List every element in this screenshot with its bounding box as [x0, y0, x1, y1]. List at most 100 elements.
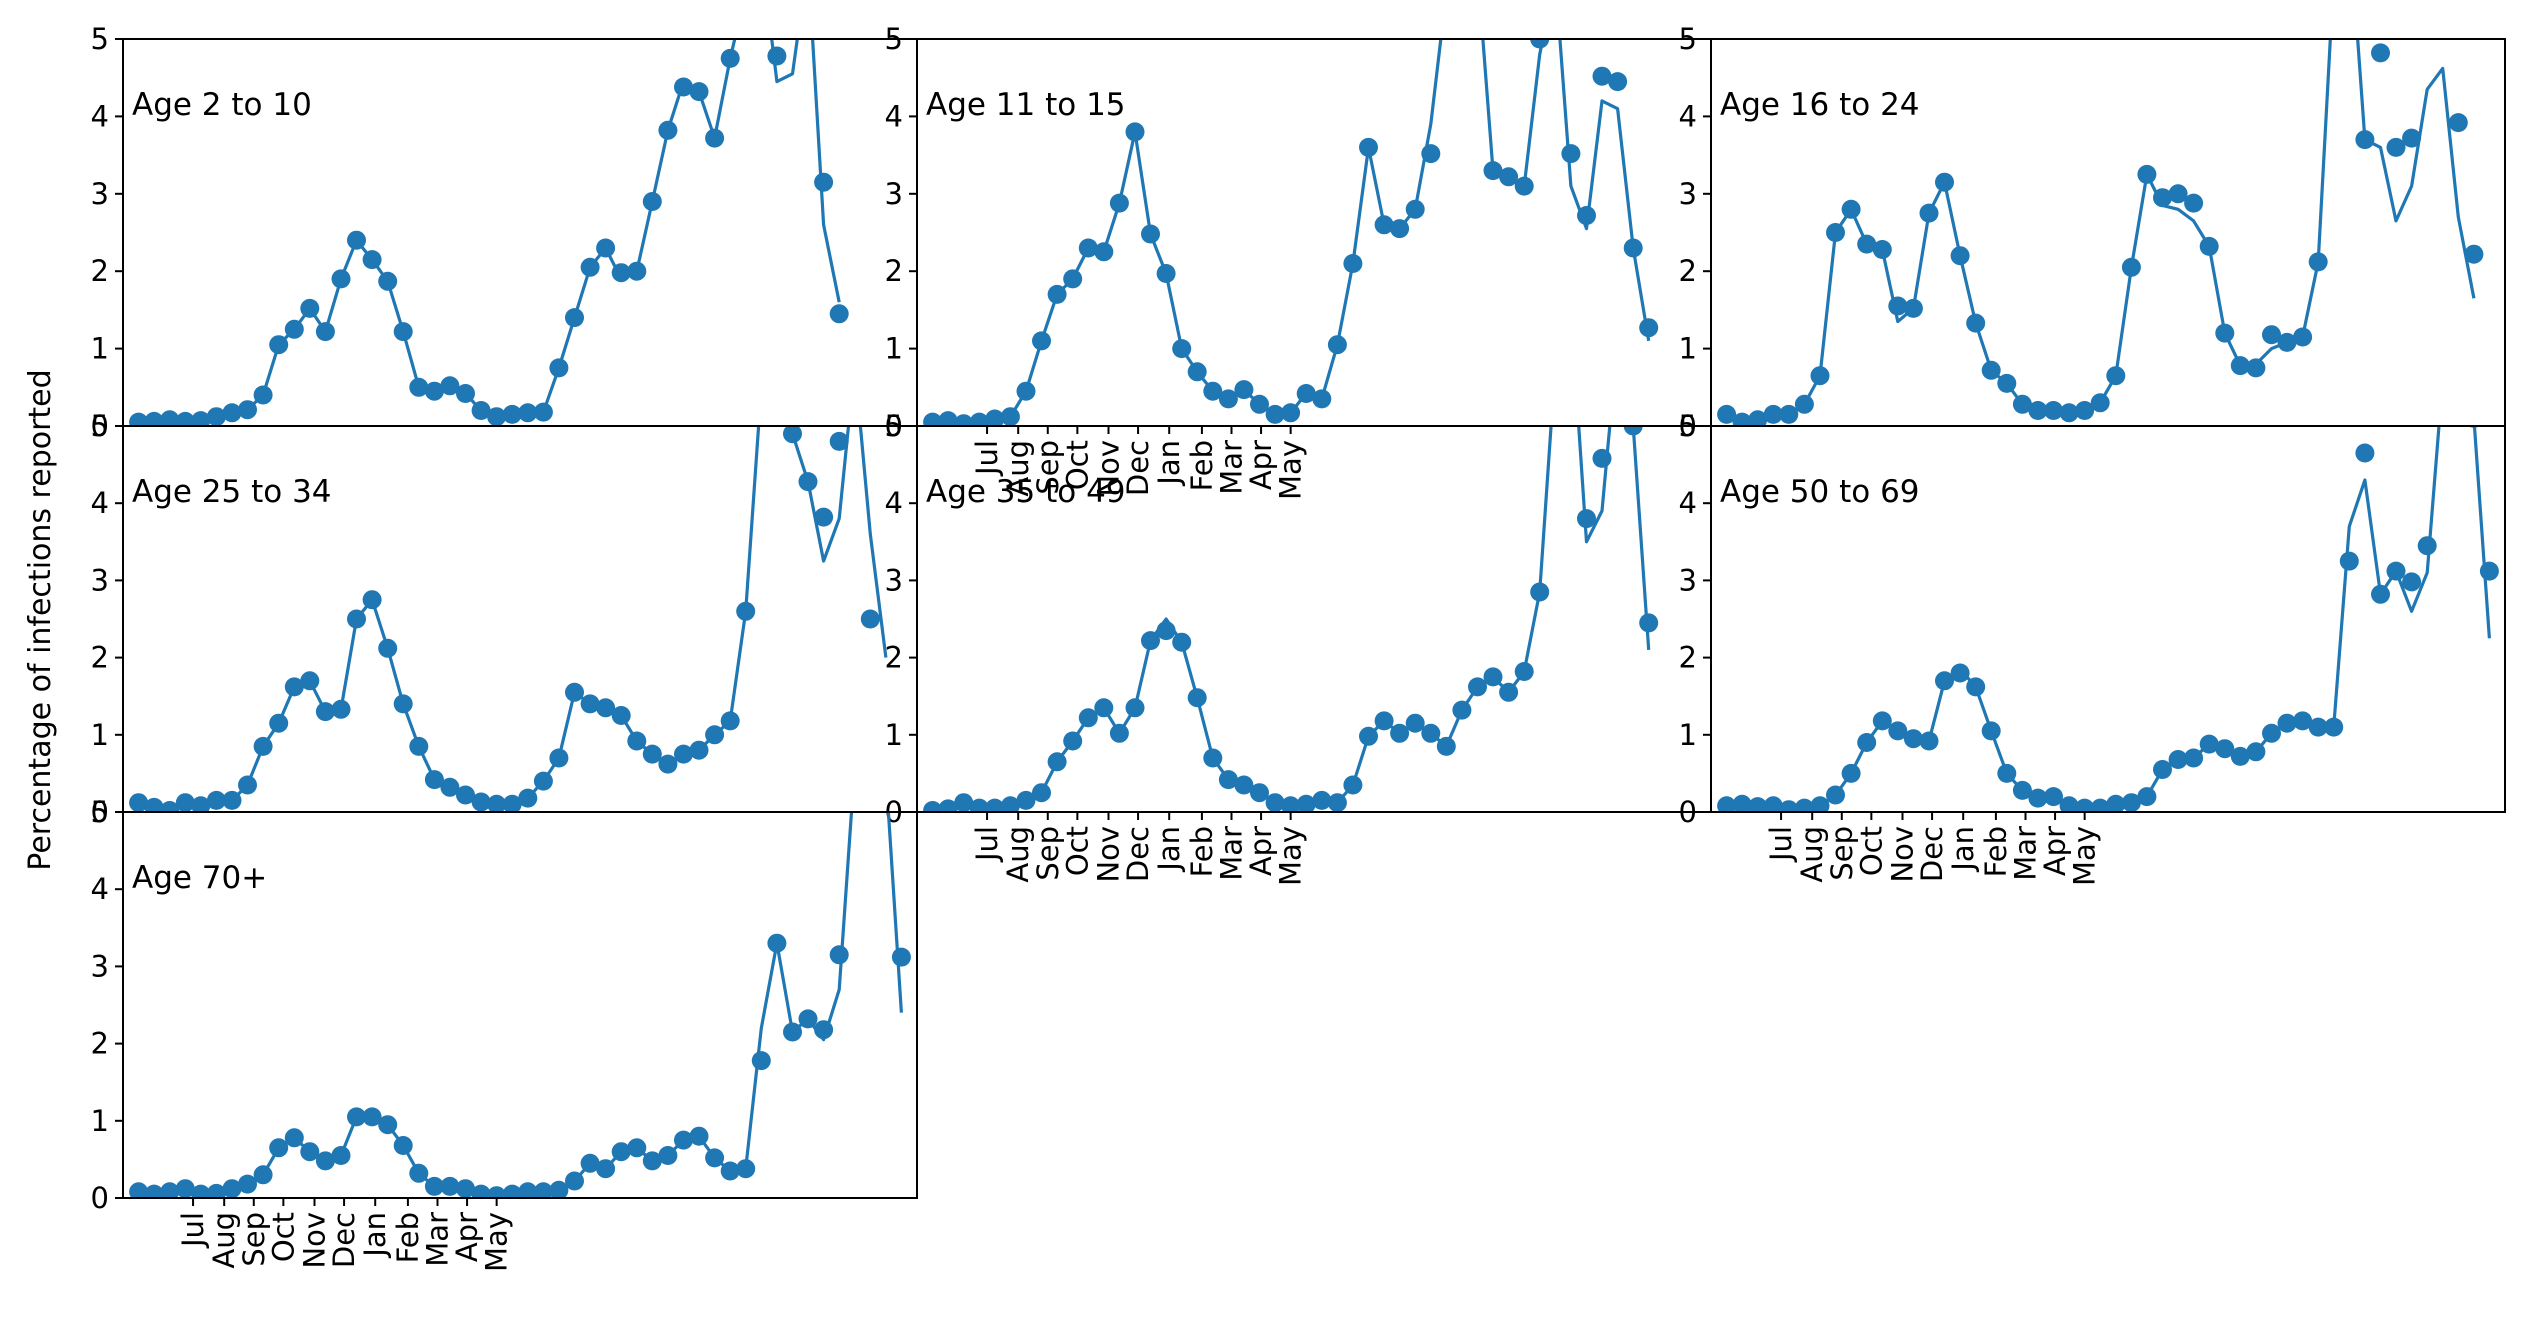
data-point [1577, 206, 1596, 225]
data-point [2215, 739, 2235, 759]
data-point [565, 682, 584, 702]
data-point [331, 1146, 351, 1165]
data-point [253, 736, 273, 756]
data-point [1748, 797, 1768, 812]
data-point [1156, 621, 1176, 641]
data-point [1903, 729, 1923, 749]
data-point [1281, 403, 1301, 423]
data-point [891, 947, 911, 967]
data-point [736, 601, 756, 621]
data-point [222, 1179, 242, 1198]
data-point [206, 790, 226, 810]
data-point [144, 411, 164, 426]
x-tick-label: Jul [970, 826, 1004, 863]
data-point [1779, 800, 1799, 812]
plot-area [129, 39, 849, 426]
data-point [471, 792, 491, 812]
data-point [175, 1179, 195, 1198]
x-tick-label: Dec [327, 1212, 361, 1268]
data-point [1577, 509, 1596, 529]
data-point [1623, 426, 1643, 436]
data-point [440, 1176, 460, 1196]
y-tick-label: 4 [885, 486, 903, 520]
data-point [533, 1182, 553, 1198]
data-point [2262, 325, 2281, 345]
data-point [1810, 796, 1830, 812]
data-point [565, 308, 584, 328]
data-point [2075, 401, 2095, 420]
x-tick-label: Apr [2038, 826, 2072, 876]
data-point [1452, 700, 1472, 720]
data-point [331, 269, 351, 289]
data-point [829, 945, 849, 965]
panel-label: Age 25 to 34 [132, 474, 332, 510]
data-point [129, 793, 149, 812]
data-point [860, 609, 880, 629]
data-point [767, 46, 787, 66]
data-point [1156, 264, 1176, 283]
x-tick-label: Sep [237, 1212, 271, 1267]
data-point [1141, 631, 1160, 651]
x-tick-label: Apr [1244, 826, 1278, 876]
data-point [160, 1182, 180, 1198]
data-point [1981, 721, 2001, 741]
data-point [1717, 404, 1737, 424]
data-point [985, 798, 1005, 812]
data-point [487, 1186, 507, 1198]
panel-label: Age 50 to 69 [1720, 474, 1920, 510]
data-point [175, 411, 195, 426]
y-tick-label: 3 [885, 563, 903, 597]
data-point [2106, 794, 2126, 812]
data-point [1530, 39, 1550, 49]
data-point [1250, 394, 1269, 414]
data-point [1919, 203, 1939, 223]
data-point [206, 1183, 226, 1198]
y-tick-label: 3 [91, 949, 109, 983]
data-point [938, 411, 958, 426]
y-tick-label: 5 [91, 409, 109, 443]
y-tick-label: 5 [1679, 409, 1697, 443]
data-point [378, 638, 398, 658]
data-point [518, 1182, 538, 1198]
data-point [533, 771, 553, 791]
data-point [1327, 335, 1347, 355]
y-tick-label: 5 [91, 795, 109, 829]
plot-area [129, 426, 888, 812]
data-point [767, 933, 787, 953]
data-point [160, 410, 180, 426]
data-point [1717, 796, 1737, 812]
data-point [1888, 296, 1908, 316]
data-point [2277, 713, 2297, 733]
data-point [814, 172, 834, 192]
data-point [1094, 698, 1114, 718]
data-point [2059, 403, 2079, 423]
data-point [1779, 404, 1799, 424]
x-tick-label: Oct [1854, 826, 1888, 876]
data-point [129, 1182, 149, 1198]
x-tick-label: Nov [1091, 826, 1125, 883]
data-point [2153, 760, 2172, 779]
data-point [2012, 394, 2032, 414]
data-point [315, 322, 335, 342]
data-point [611, 706, 631, 725]
data-point [658, 1146, 678, 1165]
data-point [1374, 711, 1394, 731]
data-point [191, 796, 211, 812]
data-point [409, 1163, 429, 1183]
data-point [580, 694, 600, 714]
data-point [362, 590, 382, 610]
data-point [1919, 731, 1939, 751]
panel-1: 012345JulAugSepOctNovDecJanFebMarAprMayA… [885, 22, 1712, 500]
data-point [1374, 215, 1394, 235]
x-tick-label: Jan [1152, 826, 1186, 873]
data-point [1421, 144, 1441, 164]
data-point [2230, 746, 2250, 766]
y-tick-label: 1 [91, 332, 109, 366]
data-point [1857, 234, 1877, 254]
data-point [938, 799, 958, 812]
x-tick-label: Feb [1979, 826, 2013, 877]
data-point [627, 731, 647, 751]
panel-label: Age 70+ [132, 860, 267, 896]
data-point [1390, 723, 1410, 743]
